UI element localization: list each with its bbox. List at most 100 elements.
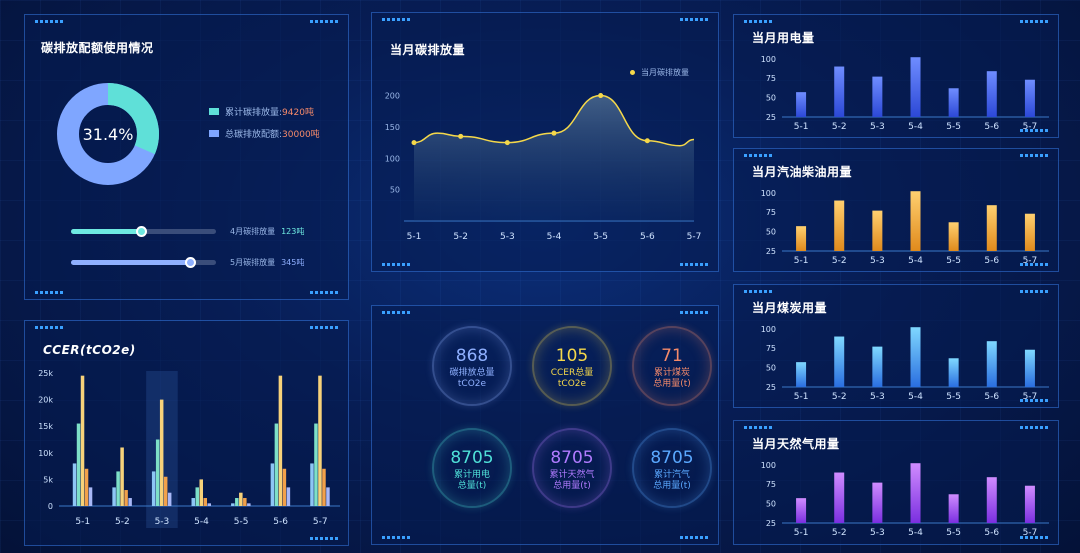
ccer-bar bbox=[235, 498, 239, 506]
y-tick-label: 100 bbox=[761, 461, 776, 470]
panel-decoration bbox=[310, 326, 338, 329]
stat-ring: 105 CCER总量 tCO2e bbox=[532, 326, 612, 406]
stat-value: 868 bbox=[455, 346, 489, 366]
area-fill bbox=[414, 95, 694, 221]
y-tick-label: 5k bbox=[43, 475, 53, 484]
mini-bar bbox=[948, 358, 959, 387]
x-tick-label: 5-2 bbox=[832, 256, 847, 266]
mini-bar bbox=[986, 71, 997, 117]
mini-bar bbox=[796, 498, 807, 523]
x-tick-label: 5-6 bbox=[273, 517, 288, 527]
ccer-bar bbox=[231, 503, 235, 506]
ccer-bar bbox=[191, 498, 195, 506]
mini-bar bbox=[948, 494, 959, 523]
ring-decoration bbox=[432, 326, 512, 406]
x-tick-label: 5-5 bbox=[946, 528, 961, 538]
quota-panel: 碳排放配额使用情况 31.4% 累计碳排放量: 9420吨 总碳排放配额: 30… bbox=[24, 14, 349, 300]
x-tick-label: 5-4 bbox=[908, 392, 923, 402]
stats-panel: 868 碳排放总量 tCO2e 105 CCER总量 tCO2e 71 累计煤炭 总用量(t) 8… bbox=[371, 305, 719, 545]
ccer-bar bbox=[128, 498, 132, 506]
april-value: 123吨 bbox=[281, 227, 305, 236]
x-tick-label: 5-2 bbox=[832, 392, 847, 402]
monthly-title: 当月碳排放量 bbox=[390, 43, 466, 57]
y-tick-label: 50 bbox=[766, 228, 776, 237]
ccer-bar bbox=[116, 471, 120, 506]
donut-percent-label: 31.4% bbox=[83, 125, 134, 144]
ccer-bar bbox=[207, 503, 211, 506]
mini-bar bbox=[796, 92, 807, 117]
stat-ring: 8705 累计汽气 总用量(t) bbox=[632, 428, 712, 508]
ccer-bar bbox=[203, 498, 207, 506]
ccer-panel: CCER(tCO2e) 0 5k 10k 15k 20k 25k 5-1 5-2 5-3 5-4 5… bbox=[24, 320, 349, 546]
ccer-bar bbox=[239, 492, 243, 506]
mini-chart-title: 当月煤炭用量 bbox=[752, 301, 828, 315]
x-tick-label: 5-2 bbox=[832, 122, 847, 132]
y-tick-label: 50 bbox=[390, 186, 400, 195]
quota-title: 碳排放配额使用情况 bbox=[41, 41, 154, 55]
stat-label: 碳排放总量 bbox=[449, 368, 495, 378]
mini-chart-panel: 当月汽油柴油用量 25 50 75 100 5-1 5-2 5-3 5-4 5-5 5-6 5-7 bbox=[733, 148, 1059, 272]
ring-decoration bbox=[532, 428, 612, 508]
stat-ring: 8705 累计天然气 总用量(t) bbox=[532, 428, 612, 508]
april-slider-track[interactable] bbox=[71, 226, 216, 237]
mini-chart-panel: 当月煤炭用量 25 50 75 100 5-1 5-2 5-3 5-4 5-5 5-6 5-7 bbox=[733, 284, 1059, 408]
data-point bbox=[598, 93, 604, 99]
panel-decoration bbox=[1020, 426, 1048, 429]
legend-label: 当月碳排放量 bbox=[641, 68, 689, 77]
mini-bar bbox=[834, 200, 845, 251]
y-tick-label: 75 bbox=[766, 344, 776, 353]
mini-bar bbox=[1024, 213, 1035, 251]
donut-used-slice bbox=[57, 83, 159, 185]
x-tick-label: 5-2 bbox=[832, 528, 847, 538]
ccer-bar bbox=[243, 498, 247, 506]
x-tick-label: 5-4 bbox=[908, 122, 923, 132]
stat-value: 8705 bbox=[550, 448, 594, 468]
ccer-bar bbox=[318, 375, 322, 506]
may-slider-handle[interactable] bbox=[184, 257, 196, 268]
y-tick-label: 25 bbox=[766, 519, 776, 528]
y-tick-label: 50 bbox=[766, 364, 776, 373]
x-tick-label: 5-6 bbox=[984, 122, 999, 132]
x-tick-label: 5-7 bbox=[1023, 528, 1038, 538]
ccer-bar bbox=[282, 468, 287, 506]
panel-decoration bbox=[1020, 20, 1048, 23]
mini-bar bbox=[834, 472, 845, 523]
monthly-area-chart: 50 100 150 200 5-1 5-2 5-3 5-4 5-5 5-6 5-7 bbox=[385, 92, 702, 242]
x-tick-label: 5-5 bbox=[593, 232, 608, 242]
y-tick-label: 15k bbox=[38, 422, 53, 431]
x-tick-label: 5-7 bbox=[687, 232, 702, 242]
x-tick-label: 5-3 bbox=[870, 392, 885, 402]
april-slider-handle[interactable] bbox=[135, 226, 147, 237]
stat-ring: 8705 累计用电 总量(t) bbox=[432, 428, 512, 508]
x-tick-label: 5-4 bbox=[547, 232, 562, 242]
stat-unit: tCO2e bbox=[457, 379, 487, 389]
ccer-bar bbox=[247, 503, 251, 506]
x-tick-label: 5-7 bbox=[1023, 392, 1038, 402]
ccer-bar bbox=[159, 399, 164, 506]
x-tick-label: 5-3 bbox=[500, 232, 515, 242]
mini-bar bbox=[872, 482, 883, 523]
x-tick-label: 5-5 bbox=[946, 392, 961, 402]
x-tick-label: 5-4 bbox=[908, 256, 923, 266]
y-tick-label: 100 bbox=[385, 154, 400, 163]
y-tick-label: 100 bbox=[761, 55, 776, 64]
legend-label: 累计碳排放量: bbox=[225, 108, 283, 118]
ccer-bar bbox=[124, 490, 128, 506]
ring-decoration bbox=[632, 326, 712, 406]
ring-decoration bbox=[632, 428, 712, 508]
mini-chart-title: 当月天然气用量 bbox=[752, 437, 840, 451]
stat-unit: 总量(t) bbox=[457, 481, 487, 491]
ccer-bar-chart: 0 5k 10k 15k 20k 25k 5-1 5-2 5-3 5-4 5-5 5-6 5-7 bbox=[38, 369, 340, 528]
may-slider-track[interactable] bbox=[71, 257, 216, 268]
legend-swatch bbox=[209, 108, 219, 115]
mini-bar bbox=[796, 362, 807, 387]
y-tick-label: 50 bbox=[766, 500, 776, 509]
series-line bbox=[413, 94, 695, 147]
data-point bbox=[504, 140, 510, 146]
ccer-bar bbox=[274, 423, 279, 506]
ccer-bar bbox=[286, 487, 291, 506]
ccer-bar bbox=[112, 487, 116, 506]
y-tick-label: 25 bbox=[766, 247, 776, 256]
stat-label: CCER总量 bbox=[550, 368, 594, 378]
x-tick-label: 5-2 bbox=[115, 517, 130, 527]
